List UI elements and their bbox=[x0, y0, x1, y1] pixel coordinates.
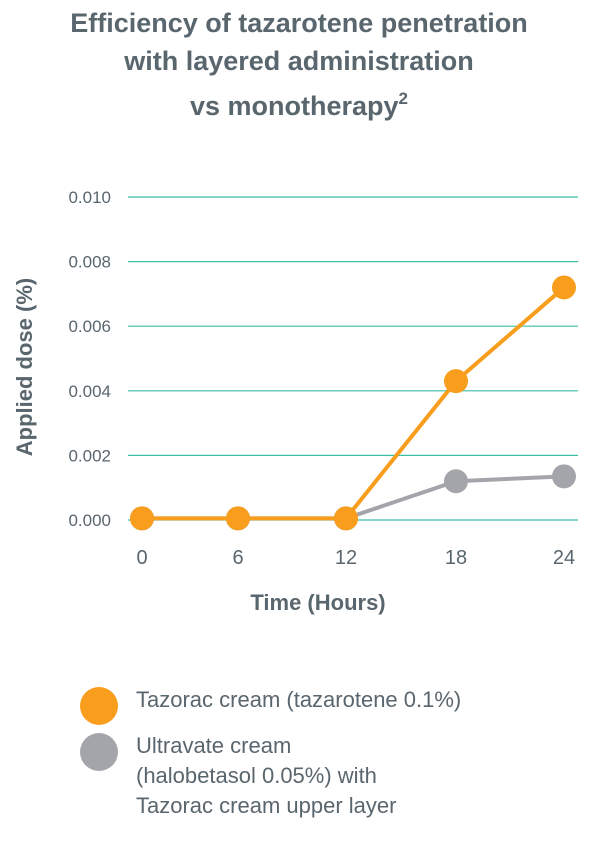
x-tick-labels: 0 6 12 18 24 bbox=[136, 547, 575, 569]
grid-lines bbox=[128, 196, 578, 521]
y-tick-label: 0.008 bbox=[68, 253, 111, 272]
data-point-series-0 bbox=[226, 506, 250, 531]
legend: Tazorac cream (tazarotene 0.1%) Ultravat… bbox=[80, 685, 580, 837]
y-tick-labels: 0.000 0.002 0.004 0.006 0.008 0.010 bbox=[68, 188, 111, 530]
legend-swatch-gray-circle bbox=[80, 733, 118, 771]
y-tick-label: 0.010 bbox=[68, 188, 111, 207]
x-axis-label: Time (Hours) bbox=[250, 590, 385, 615]
data-point-series-0 bbox=[334, 506, 358, 531]
y-tick-label: 0.006 bbox=[68, 317, 111, 336]
series-lines bbox=[142, 285, 566, 521]
data-point-series-0 bbox=[444, 369, 468, 394]
chart-title-line-3: vs monotherapy2 bbox=[0, 80, 598, 125]
x-tick-label: 12 bbox=[335, 547, 357, 569]
data-point-series-1 bbox=[444, 469, 468, 494]
legend-label-tazorac: Tazorac cream (tazarotene 0.1%) bbox=[136, 687, 462, 712]
legend-item-ultravate: Ultravate cream (halobetasol 0.05%) with… bbox=[80, 731, 580, 821]
chart-title-footnote-ref: 2 bbox=[398, 89, 409, 108]
chart-title-line-2: with layered administration bbox=[124, 46, 474, 76]
legend-label-ultravate: Ultravate cream (halobetasol 0.05%) with… bbox=[136, 733, 397, 818]
y-tick-label: 0.000 bbox=[68, 511, 111, 530]
series-points bbox=[130, 275, 576, 531]
x-tick-label: 18 bbox=[445, 547, 467, 569]
y-tick-label: 0.002 bbox=[68, 446, 111, 465]
legend-swatch-orange-circle bbox=[80, 687, 118, 725]
data-point-series-0 bbox=[130, 506, 154, 531]
x-tick-label: 6 bbox=[232, 547, 243, 569]
chart-title-line-3-text: vs monotherapy bbox=[189, 91, 399, 121]
series-line-0 bbox=[142, 285, 566, 521]
x-tick-label: 24 bbox=[553, 547, 575, 569]
y-tick-label: 0.004 bbox=[68, 382, 111, 401]
data-point-series-1 bbox=[552, 464, 576, 489]
data-point-series-0 bbox=[552, 275, 576, 300]
y-axis-label: Applied dose (%) bbox=[12, 278, 37, 456]
chart-title: Efficiency of tazarotene penetration wit… bbox=[0, 4, 598, 125]
chart-title-line-1: Efficiency of tazarotene penetration bbox=[70, 8, 528, 38]
legend-item-tazorac: Tazorac cream (tazarotene 0.1%) bbox=[80, 685, 580, 725]
x-tick-label: 0 bbox=[136, 547, 147, 569]
